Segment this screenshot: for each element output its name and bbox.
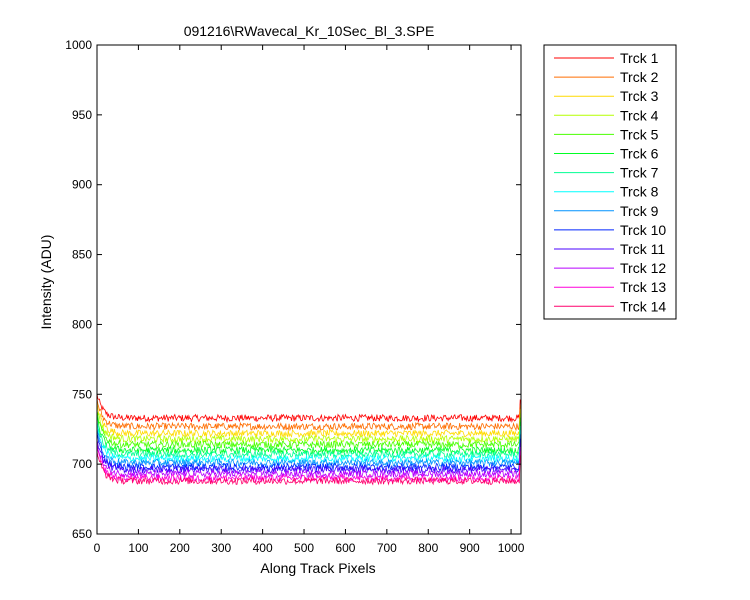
x-tick-label: 500 xyxy=(294,541,314,555)
y-tick-label: 750 xyxy=(72,387,92,401)
legend-label-trck-4: Trck 4 xyxy=(620,107,659,123)
x-axis-label: Along Track Pixels xyxy=(260,560,375,576)
y-tick-label: 850 xyxy=(72,248,92,262)
series-line-trck-13 xyxy=(96,446,521,483)
x-tick-label: 0 xyxy=(94,541,101,555)
y-tick-label: 950 xyxy=(72,108,92,122)
legend-label-trck-12: Trck 12 xyxy=(620,260,666,276)
legend-label-trck-1: Trck 1 xyxy=(620,50,659,66)
legend-label-trck-3: Trck 3 xyxy=(620,88,659,104)
legend-label-trck-2: Trck 2 xyxy=(620,69,659,85)
x-tick-label: 200 xyxy=(170,541,190,555)
legend-label-trck-10: Trck 10 xyxy=(620,222,666,238)
legend: Trck 1 Trck 2 Trck 3 Trck 4 Trck 5 Trck 6 Trck… xyxy=(543,44,677,320)
x-tick-label: 1000 xyxy=(498,541,525,555)
x-tick-label: 400 xyxy=(253,541,273,555)
series-line-trck-11 xyxy=(96,439,521,475)
y-tick-label: 1000 xyxy=(65,38,92,52)
x-tick-label: 800 xyxy=(418,541,438,555)
x-tick-label: 100 xyxy=(128,541,148,555)
axes: 0 100 200 300 400 500 600 700 800 900 1000 650 700 75… xyxy=(65,38,524,555)
legend-label-trck-13: Trck 13 xyxy=(620,279,666,295)
series-line-trck-10 xyxy=(96,431,521,472)
plot-lines xyxy=(96,393,521,486)
legend-box xyxy=(543,44,677,320)
legend-label-trck-14: Trck 14 xyxy=(620,298,666,314)
y-tick-label: 800 xyxy=(72,317,92,331)
x-tick-label: 600 xyxy=(335,541,355,555)
y-tick-label: 900 xyxy=(72,178,92,192)
x-tick-label: 300 xyxy=(211,541,231,555)
chart-title: 091216\RWavecal_Kr_10Sec_Bl_3.SPE xyxy=(184,23,435,39)
series-line-trck-9 xyxy=(96,427,521,468)
legend-label-trck-11: Trck 11 xyxy=(620,241,665,257)
series-line-trck-12 xyxy=(96,438,521,479)
legend-label-trck-8: Trck 8 xyxy=(620,184,659,200)
x-tick-label: 700 xyxy=(377,541,397,555)
series-line-trck-6 xyxy=(96,413,521,456)
y-axis-label: Intensity (ADU) xyxy=(38,235,54,330)
legend-label-trck-7: Trck 7 xyxy=(620,165,659,181)
legend-label-trck-9: Trck 9 xyxy=(620,203,659,219)
series-line-trck-3 xyxy=(96,401,521,439)
y-tick-label: 700 xyxy=(72,457,92,471)
x-tick-label: 900 xyxy=(460,541,480,555)
legend-label-trck-6: Trck 6 xyxy=(620,146,659,162)
series-line-trck-5 xyxy=(96,410,521,450)
legend-label-trck-5: Trck 5 xyxy=(620,126,659,142)
plot-frame xyxy=(96,44,522,535)
y-tick-label: 650 xyxy=(72,527,92,541)
series-line-trck-14 xyxy=(96,450,521,486)
series-line-trck-4 xyxy=(96,411,521,444)
series-line-trck-2 xyxy=(96,397,521,432)
series-line-trck-1 xyxy=(96,393,521,424)
